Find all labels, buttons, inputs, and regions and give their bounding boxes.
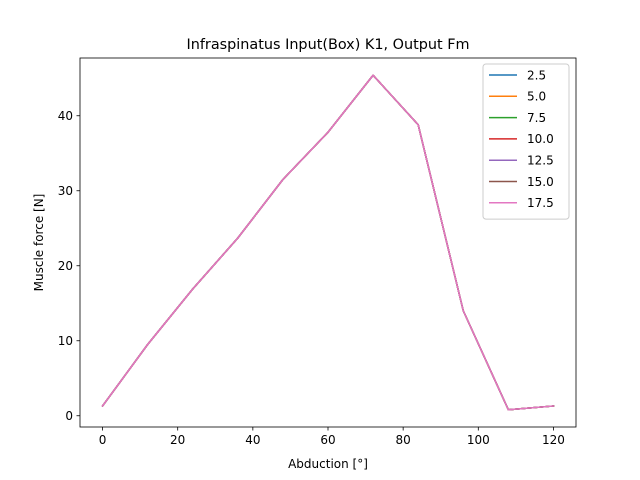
x-axis-label: Abduction [°]	[288, 457, 368, 471]
chart-title: Infraspinatus Input(Box) K1, Output Fm	[187, 37, 470, 53]
legend-label: 17.5	[527, 196, 554, 210]
x-axis: 0 20 40 60 80 100 120	[99, 427, 565, 447]
y-tick-label: 40	[58, 109, 73, 123]
x-tick-label: 40	[245, 433, 260, 447]
series-layer	[101, 74, 555, 411]
x-tick-label: 120	[542, 433, 565, 447]
legend-label: 10.0	[527, 132, 554, 146]
y-axis-label: Muscle force [N]	[32, 194, 46, 292]
legend-box	[482, 63, 570, 220]
legend-label: 15.0	[527, 175, 554, 189]
legend-label: 5.0	[527, 90, 546, 104]
y-tick-label: 10	[58, 334, 73, 348]
x-tick-label: 20	[170, 433, 185, 447]
x-tick-label: 100	[467, 433, 490, 447]
legend: 2.5 5.0 7.5 10.0 12.5 15.0 17.5	[482, 63, 570, 220]
x-tick-label: 60	[320, 433, 335, 447]
y-tick-label: 20	[58, 259, 73, 273]
x-tick-label: 0	[99, 433, 107, 447]
y-tick-label: 30	[58, 184, 73, 198]
y-axis: 0 10 20 30 40	[58, 109, 80, 423]
y-tick-label: 0	[65, 409, 73, 423]
series-line-17-5	[101, 74, 555, 411]
x-tick-label: 80	[396, 433, 411, 447]
legend-label: 7.5	[527, 111, 546, 125]
legend-label: 12.5	[527, 154, 554, 168]
legend-label: 2.5	[527, 68, 546, 82]
